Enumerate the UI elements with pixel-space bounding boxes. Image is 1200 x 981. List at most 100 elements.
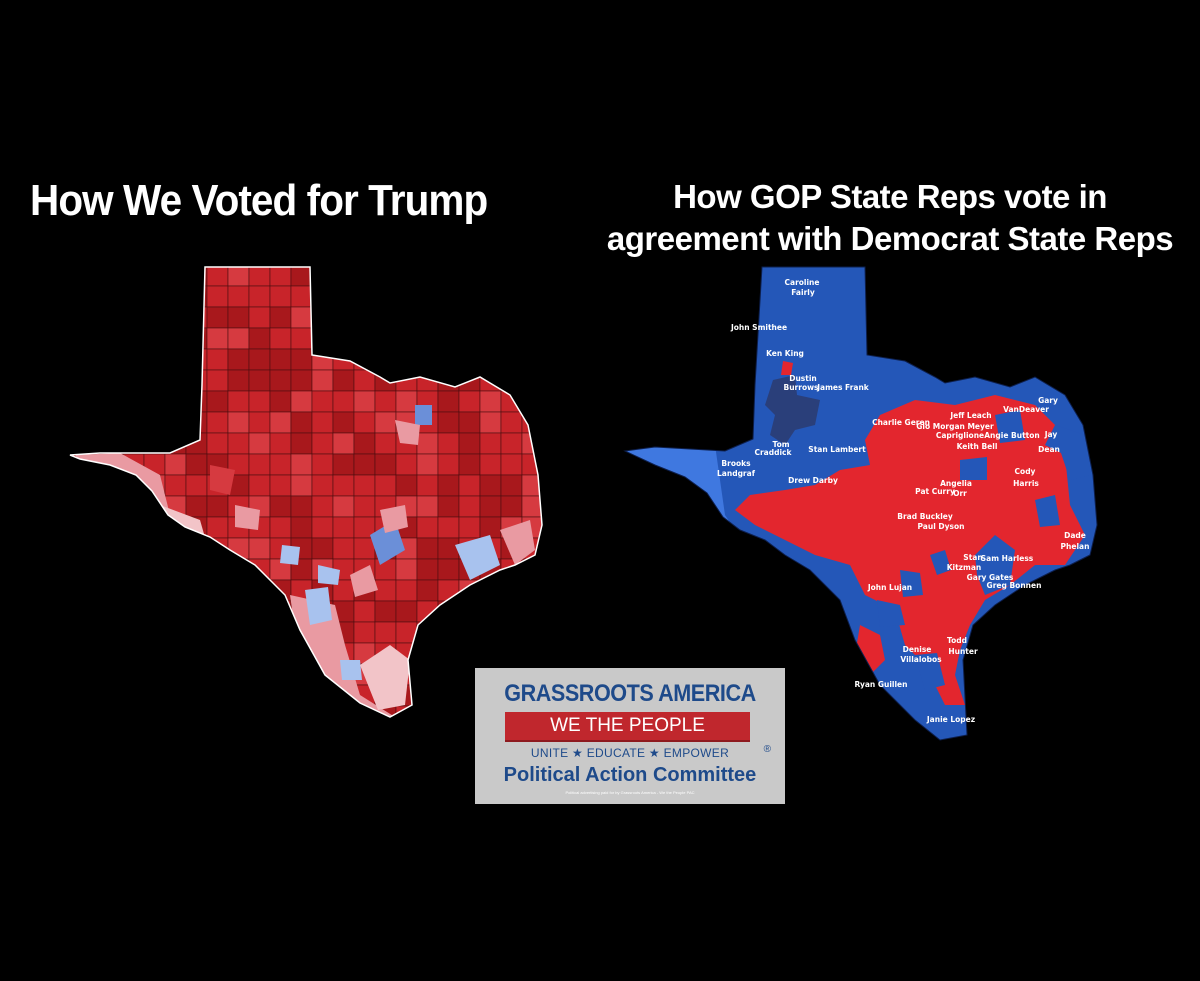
county-cell [353, 474, 376, 497]
rep-name-label: Dustin [789, 374, 817, 383]
county-cell [521, 327, 542, 350]
rep-name-label: Ryan Guillen [855, 680, 908, 689]
rep-name-label: Gary Gates [967, 573, 1014, 582]
county-cell [332, 453, 355, 476]
logo-committee: Political Action Committee [503, 764, 757, 786]
county-cell [164, 621, 187, 644]
county-cell [395, 453, 418, 476]
county-cell [164, 579, 187, 602]
county-cell [479, 600, 502, 623]
county-cell [70, 684, 82, 707]
rep-name-label: Drew Darby [788, 476, 838, 485]
county-cell [269, 684, 292, 707]
county-cell [500, 579, 523, 602]
county-cell [122, 348, 145, 371]
county-cell [248, 327, 271, 350]
county-cell [122, 684, 145, 707]
county-cell [227, 579, 250, 602]
county-cell [543, 454, 564, 475]
county-cell [143, 432, 166, 455]
county-cell [70, 411, 82, 434]
county-cell [311, 705, 334, 717]
county-cell [374, 327, 397, 350]
county-cell [479, 621, 502, 644]
county-cell [416, 453, 439, 476]
county-cell [437, 432, 460, 455]
county-cell [437, 684, 460, 707]
county-cell [437, 495, 460, 518]
county-cell [143, 579, 166, 602]
county-cell [437, 369, 460, 392]
county-cell [101, 579, 124, 602]
rep-name-label: Paul Dyson [918, 522, 965, 531]
county-cell [437, 621, 460, 644]
county-cell [101, 642, 124, 665]
county-cell [70, 558, 82, 581]
county-cell [70, 579, 82, 602]
right-map-title: How GOP State Reps vote in agreement wit… [600, 176, 1180, 260]
county-cell [70, 705, 82, 717]
county-cell [80, 369, 103, 392]
county-cell [290, 663, 313, 686]
county-cell [269, 327, 292, 350]
county-cell [437, 453, 460, 476]
county-cell [269, 432, 292, 455]
county-cell [332, 267, 355, 287]
county-cell [206, 558, 229, 581]
county-cell [311, 267, 334, 287]
county-cell [101, 369, 124, 392]
rep-name-label: Pat Curry [915, 487, 955, 496]
county-cell [353, 306, 376, 329]
rep-name-label: Burrows [784, 383, 820, 392]
county-cell [164, 285, 187, 308]
county-cell [70, 285, 82, 308]
county-cell [101, 411, 124, 434]
county-cell [269, 621, 292, 644]
county-cell [521, 348, 542, 371]
county-cell [80, 390, 103, 413]
county-cell [416, 579, 439, 602]
county-cell [206, 390, 229, 413]
county-cell [543, 433, 564, 454]
county-cell [458, 642, 481, 665]
county-cell [416, 600, 439, 623]
county-cell [164, 306, 187, 329]
county-cell [248, 600, 271, 623]
county-cell [143, 600, 166, 623]
county-cell [122, 267, 145, 287]
county-cell [122, 705, 145, 717]
county-cell [248, 411, 271, 434]
county-cell [311, 516, 334, 539]
county-cell [311, 285, 334, 308]
county-cell [395, 306, 418, 329]
county-cell [500, 453, 523, 476]
county-cell [227, 600, 250, 623]
county-cell [479, 474, 502, 497]
county-cell [206, 600, 229, 623]
county-cell [164, 663, 187, 686]
county-cell [416, 285, 439, 308]
county-cell [500, 348, 523, 371]
county-cell [416, 432, 439, 455]
county-cell [70, 537, 82, 560]
rep-name-label: Sam Harless [981, 554, 1034, 563]
county-cell [269, 600, 292, 623]
county-cell [395, 474, 418, 497]
county-cell [521, 267, 542, 287]
county-cell [122, 327, 145, 350]
county-cell [290, 348, 313, 371]
county-cell [332, 369, 355, 392]
county-cell [122, 579, 145, 602]
county-cell [70, 327, 82, 350]
county-cell [227, 327, 250, 350]
county-cell [206, 684, 229, 707]
rep-name-label: Angie Button [984, 431, 1040, 440]
county-cell [248, 369, 271, 392]
county-cell [206, 348, 229, 371]
county-cell [395, 285, 418, 308]
county-cell [143, 411, 166, 434]
rep-name-label: Landgraf [717, 469, 756, 478]
county-cell [332, 474, 355, 497]
county-cell [206, 495, 229, 518]
